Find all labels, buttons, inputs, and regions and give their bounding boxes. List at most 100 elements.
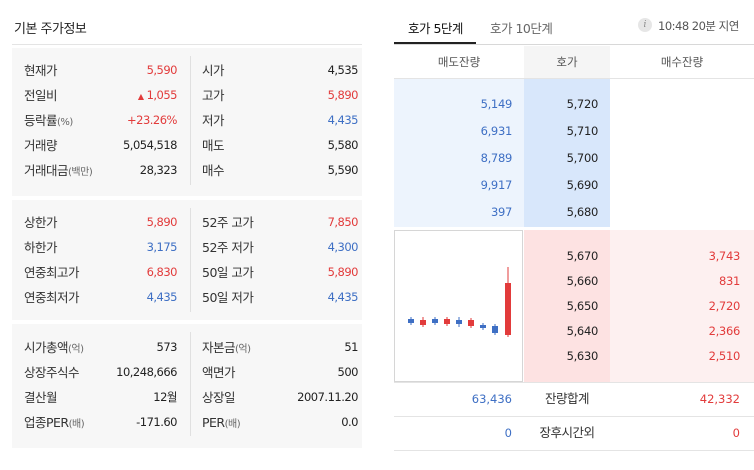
bid-price[interactable]: 5,670 xyxy=(566,249,599,263)
label-left: 거래량 xyxy=(24,138,58,153)
info-row: 시가총액(억) 573 자본금(억) 51 xyxy=(12,335,362,360)
value-right: 51 xyxy=(344,340,358,354)
after-hours-label: 장후시간외 xyxy=(539,425,595,440)
value-left: +23.26% xyxy=(127,113,178,127)
total-ask-qty: 63,436 xyxy=(471,392,512,406)
bid-qty: 3,743 xyxy=(708,249,741,263)
total-bid-qty: 42,332 xyxy=(699,392,740,406)
bid-price[interactable]: 5,660 xyxy=(566,274,599,288)
tab-10-level[interactable]: 호가 10단계 xyxy=(490,21,553,36)
ask-qty-background xyxy=(394,79,524,227)
value-right: 0.0 xyxy=(341,415,358,429)
value-left: 5,590 xyxy=(146,63,178,77)
bid-price[interactable]: 5,640 xyxy=(566,324,599,338)
label-left: 연중최저가 xyxy=(24,290,80,305)
price-limit-block: 상한가 5,890 52주 고가 7,850 하한가 3,175 52주 저가 4,300 연중… xyxy=(12,200,362,320)
label-right: 저가 xyxy=(202,113,225,128)
candle xyxy=(456,317,462,327)
label-left: 업종PER(배) xyxy=(24,415,85,430)
ask-price[interactable]: 5,700 xyxy=(566,151,599,165)
candle xyxy=(492,324,498,335)
basic-stock-info-panel: 기본 주가정보 현재가 5,590 시가 4,535 전일비 ▲ 1,055 고가 5,890 등… xyxy=(12,0,362,470)
ask-qty: 8,789 xyxy=(480,151,513,165)
panel-title: 기본 주가정보 xyxy=(14,22,87,37)
value-left: 3,175 xyxy=(146,240,178,254)
label-left: 현재가 xyxy=(24,63,58,78)
value-right: 4,435 xyxy=(327,113,359,127)
ask-price[interactable]: 5,690 xyxy=(566,178,599,192)
header-divider xyxy=(394,78,754,79)
value-right: 5,580 xyxy=(327,138,359,152)
value-right: 4,300 xyxy=(327,240,359,254)
value-left: 5,054,518 xyxy=(122,138,178,152)
value-right: 7,850 xyxy=(327,215,359,229)
label-right: 50일 저가 xyxy=(202,290,254,305)
bid-qty: 2,510 xyxy=(708,349,741,363)
info-row: 하한가 3,175 52주 저가 4,300 xyxy=(12,235,362,260)
label-right: PER(배) xyxy=(202,415,241,430)
bid-price-background xyxy=(524,230,610,382)
candle xyxy=(408,317,414,325)
bid-qty: 831 xyxy=(718,274,740,288)
ask-qty: 397 xyxy=(490,205,512,219)
ask-qty: 9,917 xyxy=(480,178,513,192)
bid-price[interactable]: 5,650 xyxy=(566,299,599,313)
tab-divider xyxy=(394,44,754,45)
label-right: 50일 고가 xyxy=(202,265,254,280)
value-left: ▲ 1,055 xyxy=(137,88,178,102)
up-arrow-icon: ▲ xyxy=(137,92,144,101)
label-left: 등락률(%) xyxy=(24,113,73,128)
label-right: 상장일 xyxy=(202,390,236,405)
column-divider xyxy=(190,208,191,312)
header-ask-qty: 매도잔량 xyxy=(437,55,481,69)
candle xyxy=(505,267,511,337)
order-book-panel: 호가 5단계 호가 10단계 i 10:48 20분 지연 매도잔량 호가 매수… xyxy=(394,0,754,470)
value-left: 12월 xyxy=(153,390,177,404)
info-row: 상한가 5,890 52주 고가 7,850 xyxy=(12,210,362,235)
column-divider xyxy=(190,56,191,185)
header-bid-qty: 매수잔량 xyxy=(660,55,704,69)
value-right: 5,890 xyxy=(327,265,359,279)
info-icon[interactable]: i xyxy=(638,18,652,32)
label-left: 전일비 xyxy=(24,88,58,103)
value-right: 500 xyxy=(337,365,359,379)
after-hours-ask-qty: 0 xyxy=(504,426,512,440)
value-right: 4,535 xyxy=(327,63,359,77)
label-right: 매도 xyxy=(202,138,225,153)
ask-price[interactable]: 5,680 xyxy=(566,205,599,219)
label-right: 52주 고가 xyxy=(202,215,254,230)
info-row: 연중최저가 4,435 50일 저가 4,435 xyxy=(12,285,362,310)
summary-divider xyxy=(394,382,754,383)
info-row: 상장주식수 10,248,666 액면가 500 xyxy=(12,360,362,385)
info-row: 현재가 5,590 시가 4,535 xyxy=(12,58,362,83)
info-row: 거래량 5,054,518 매도 5,580 xyxy=(12,133,362,158)
info-row: 전일비 ▲ 1,055 고가 5,890 xyxy=(12,83,362,108)
bid-price[interactable]: 5,630 xyxy=(566,349,599,363)
value-right: 4,435 xyxy=(327,290,359,304)
info-row: 등락률(%) +23.26% 저가 4,435 xyxy=(12,108,362,133)
value-left: 4,435 xyxy=(146,290,178,304)
label-left: 시가총액(억) xyxy=(24,340,84,355)
value-right: 5,590 xyxy=(327,163,359,177)
label-left: 상장주식수 xyxy=(24,365,80,380)
tab-5-level[interactable]: 호가 5단계 xyxy=(408,21,463,36)
label-left: 결산월 xyxy=(24,390,58,405)
candle xyxy=(432,317,438,325)
delay-notice: 10:48 20분 지연 xyxy=(658,19,739,33)
ask-qty: 6,931 xyxy=(480,124,513,138)
ask-price[interactable]: 5,710 xyxy=(566,124,599,138)
label-right: 시가 xyxy=(202,63,225,78)
label-right: 고가 xyxy=(202,88,225,103)
value-left: 5,890 xyxy=(146,215,178,229)
value-left: -171.60 xyxy=(136,415,177,429)
candle xyxy=(480,323,486,330)
label-right: 52주 저가 xyxy=(202,240,254,255)
ask-price-background xyxy=(524,79,610,227)
summary-divider xyxy=(394,416,754,417)
ask-price[interactable]: 5,720 xyxy=(566,97,599,111)
value-left: 10,248,666 xyxy=(116,365,177,379)
label-right: 액면가 xyxy=(202,365,236,380)
summary-divider xyxy=(394,450,754,451)
mini-candle-chart xyxy=(394,230,523,382)
column-divider xyxy=(190,332,191,436)
